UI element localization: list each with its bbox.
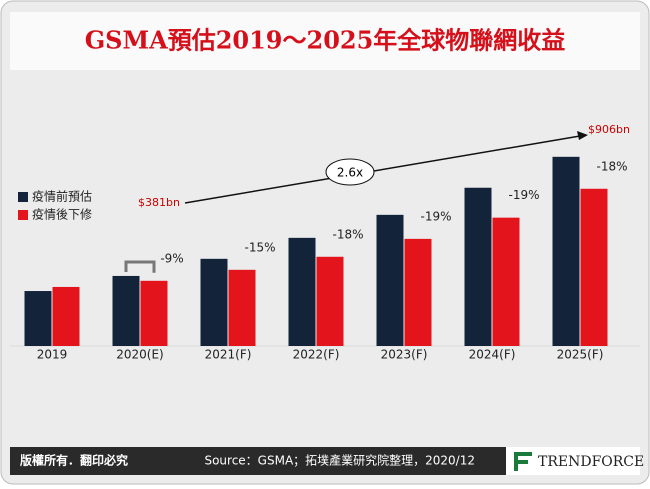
legend-swatch (18, 210, 28, 220)
legend-label: 疫情前預估 (32, 189, 92, 204)
header-band (10, 12, 640, 70)
bar (228, 269, 256, 346)
growth-badge (325, 158, 375, 186)
bar (492, 217, 520, 346)
x-tick-label: 2020(E) (116, 348, 163, 362)
x-tick-label: 2023(F) (381, 348, 428, 362)
change-label: -15% (244, 240, 275, 254)
bar (288, 237, 316, 346)
change-label: -19% (508, 188, 539, 202)
bar (404, 238, 432, 346)
source: Source：GSMA；拓墣產業研究院整理，2020/12 (204, 453, 475, 468)
bar (580, 188, 608, 346)
logo-area (506, 447, 640, 475)
bar (24, 291, 52, 346)
change-label: -18% (332, 227, 363, 241)
x-tick-label: 2021(F) (205, 348, 252, 362)
bar (112, 275, 140, 346)
x-tick-label: 2019 (37, 348, 68, 362)
brand: TRENDFORCE (538, 454, 644, 470)
legend-label: 疫情後下修 (32, 207, 92, 222)
bar (316, 256, 344, 346)
bar (552, 156, 580, 346)
x-tick-label: 2025(F) (557, 348, 604, 362)
bracket (124, 260, 156, 273)
logo-icon (514, 452, 532, 471)
x-tick-label: 2024(F) (469, 348, 516, 362)
bar (52, 286, 80, 346)
x-tick-label: 2022(F) (293, 348, 340, 362)
legend-swatch (18, 192, 28, 202)
bar (200, 258, 228, 346)
change-label: -19% (420, 209, 451, 223)
growth-label: 2.6x (337, 166, 363, 180)
change-label: -18% (596, 159, 627, 173)
start-label: $381bn (138, 196, 180, 209)
bar (464, 187, 492, 346)
change-label: -9% (160, 251, 183, 265)
end-label: $906bn (588, 123, 630, 136)
bar (376, 214, 404, 346)
chart-title: GSMA預估2019～2025年全球物聯網收益 (85, 26, 566, 55)
copyright: 版權所有．翻印必究 (20, 453, 128, 468)
arrow-head (577, 131, 588, 140)
growth-arrow (184, 135, 581, 204)
bar (140, 280, 168, 346)
